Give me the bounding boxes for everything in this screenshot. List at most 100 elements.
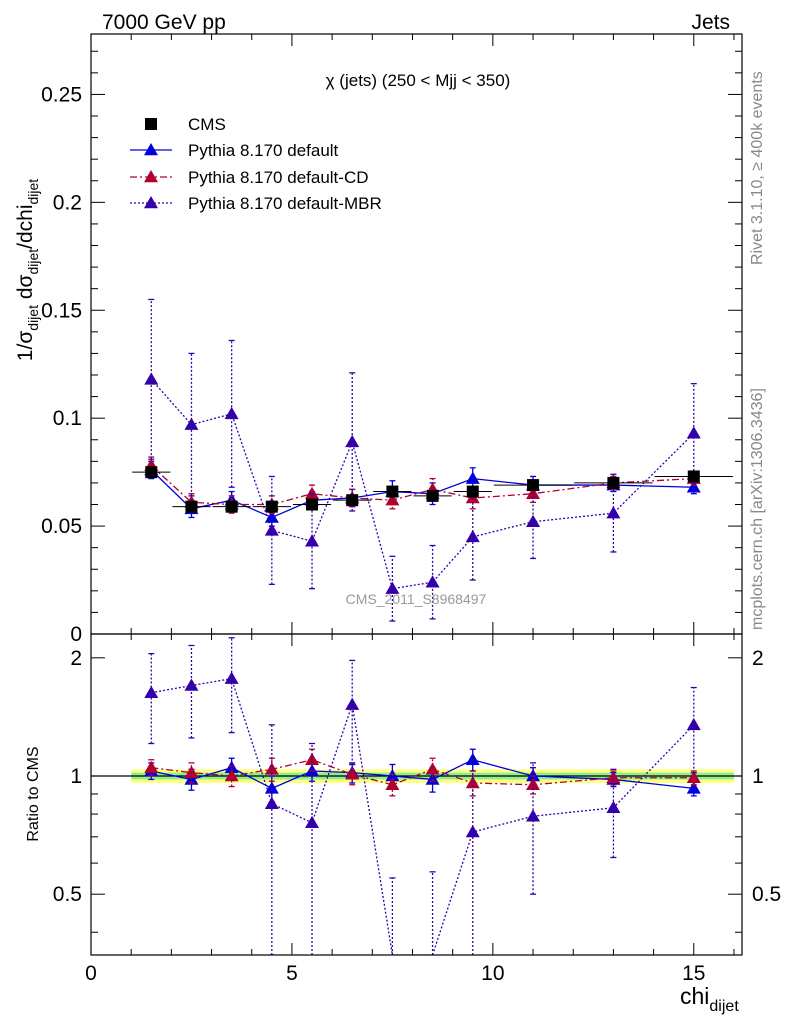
- y-label-part-3: /dchi: [14, 204, 37, 248]
- series-2-ratio-point: [385, 777, 400, 791]
- series-3-ratio-point: [305, 815, 320, 829]
- series-2-ratio-point: [144, 760, 159, 773]
- series-2-ratio-point: [345, 767, 360, 780]
- series-3-point: [425, 575, 440, 588]
- legend-label-3: Pythia 8.170 default-MBR: [188, 194, 382, 213]
- plot-title: χ (jets) (250 < Mjj < 350): [326, 71, 511, 90]
- series-2-ratio-point: [686, 770, 701, 783]
- ratio-y-tick-label-right: 1: [752, 765, 764, 788]
- legend-label-1: Pythia 8.170 default: [188, 141, 339, 160]
- legend-marker-1: [144, 143, 158, 156]
- rivet-label: Rivet 3.1.10, ≥ 400k events: [749, 71, 766, 265]
- cms-point: [225, 500, 238, 513]
- ratio-plot-panel: 0.5 0.5 1 1 2 2: [53, 633, 781, 956]
- x-tick-labels: 0 5 10 15: [85, 962, 705, 985]
- series-3-point: [606, 506, 621, 519]
- series-1-ratio-point: [224, 760, 239, 773]
- ratio-plot-frame: [90, 633, 743, 956]
- mcplots-label: mcplots.cern.ch [arXiv:1306.3436]: [749, 388, 766, 630]
- series-1-ratio-line: [151, 759, 694, 790]
- series-2-ratio-point: [526, 777, 541, 791]
- cms-point: [466, 485, 479, 498]
- ratio-y-tick-label: 0.5: [53, 883, 82, 906]
- cms-point: [527, 479, 540, 492]
- series-3-point: [144, 372, 159, 385]
- x-tick-label: 10: [481, 962, 504, 985]
- series-3-ratio-point: [686, 717, 701, 731]
- ratio-y-tick-label-right: 2: [752, 647, 764, 670]
- header-left: 7000 GeV pp: [102, 11, 226, 34]
- watermark-label: CMS_2011_S8968497: [346, 591, 487, 607]
- series-3-point: [385, 581, 400, 594]
- series-2-ratio-point: [264, 762, 279, 775]
- legend-marker-cms: [145, 118, 157, 130]
- series-1-ratio-point: [686, 781, 701, 794]
- series-3-point: [686, 426, 701, 439]
- x-tick-label: 0: [85, 962, 97, 985]
- series-2-ratio-point: [224, 769, 239, 782]
- y-label-part-2: dσ: [14, 275, 37, 306]
- series-2-ratio-line: [151, 759, 694, 786]
- y-label-sub-3: dijet: [25, 179, 41, 205]
- main-axes: 0 0.05 0.1 0.15 0.2 0.25: [41, 34, 742, 646]
- ratio-y-tick-label: 1: [70, 765, 82, 788]
- y-label-sub-1: dijet: [25, 305, 41, 331]
- main-data-layer: [132, 298, 733, 622]
- cms-point: [386, 485, 399, 498]
- series-1-ratio-point: [425, 772, 440, 785]
- series-3-point: [224, 406, 239, 420]
- cms-point: [145, 466, 158, 479]
- y-axis-label: 1/σdijet dσdijet/dchidijet: [14, 179, 41, 361]
- series-3-point: [305, 534, 320, 547]
- series-3-ratio-line: [151, 677, 695, 955]
- series-3-ratio-point: [224, 671, 239, 684]
- cms-point: [607, 476, 620, 489]
- ratio-data-layer: [91, 637, 742, 955]
- cms-point: [346, 494, 359, 507]
- y-tick-label: 0.25: [41, 83, 82, 106]
- legend-label-0: CMS: [188, 115, 226, 134]
- legend-marker-3: [144, 196, 158, 209]
- main-plot-panel: 0 0.05 0.1 0.15 0.2 0.25 χ (jets) (250 < Mjj …: [41, 33, 743, 646]
- y-tick-label: 0.1: [53, 407, 82, 430]
- legend-marker-2: [144, 170, 158, 183]
- series-1-point: [264, 510, 279, 523]
- series-3-ratio-point: [526, 809, 541, 822]
- y-tick-label: 0: [70, 623, 82, 646]
- x-tick-label: 5: [286, 962, 298, 985]
- y-tick-label: 0.05: [41, 515, 82, 538]
- series-1-ratio-point: [264, 781, 279, 794]
- series-2-ratio-point: [425, 762, 440, 775]
- ratio-y-tick-label: 2: [70, 647, 82, 670]
- y-tick-label: 0.15: [41, 299, 82, 322]
- x-label-main: chi: [680, 983, 709, 1009]
- ratio-y-axis-label: Ratio to CMS: [25, 746, 42, 841]
- series-1-ratio-point: [526, 769, 541, 782]
- series-1-ratio-point: [465, 752, 480, 766]
- y-label-sub-2: dijet: [25, 249, 41, 275]
- cms-point: [265, 500, 278, 513]
- legend: CMS Pythia 8.170 default Pythia 8.170 defa…: [130, 115, 382, 213]
- series-3-point: [465, 529, 480, 543]
- ratio-y-tick-label-right: 0.5: [752, 883, 781, 906]
- cms-point: [306, 498, 319, 511]
- series-3-ratio-point: [184, 678, 199, 691]
- series-3-ratio-point: [606, 800, 621, 814]
- cms-point: [687, 470, 700, 483]
- series-3-point: [184, 417, 199, 430]
- series-3-ratio-point: [264, 796, 279, 809]
- series-1-point: [465, 471, 480, 484]
- series-3-point: [526, 514, 541, 528]
- series-3-point: [345, 434, 360, 448]
- y-tick-label: 0.2: [53, 191, 82, 214]
- y-label-part-1: 1/σ: [14, 331, 37, 362]
- series-1-point: [686, 480, 701, 493]
- x-tick-label: 15: [682, 962, 705, 985]
- cms-point: [426, 489, 439, 502]
- x-label-sub: dijet: [709, 998, 739, 1015]
- cms-point: [185, 500, 198, 513]
- series-3-point: [264, 523, 279, 536]
- ratio-axes: 0.5 0.5 1 1 2 2: [53, 634, 781, 955]
- x-axis-label: chidijet: [680, 983, 739, 1015]
